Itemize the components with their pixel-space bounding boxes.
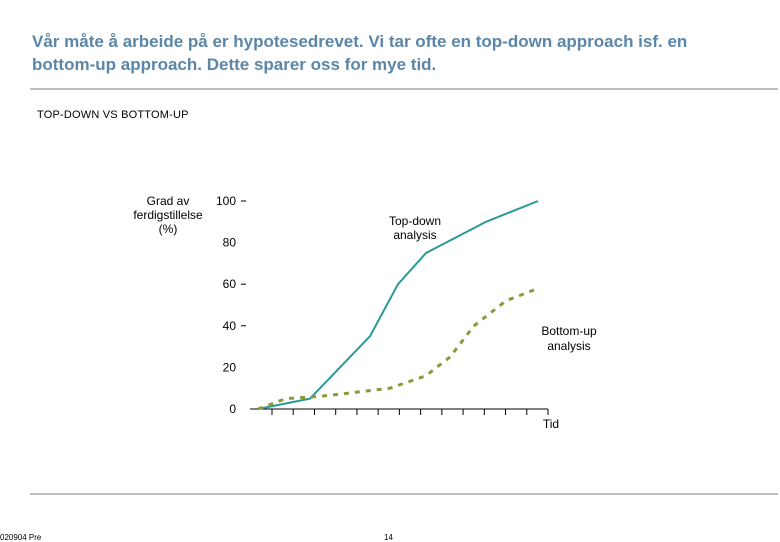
footer-code: 020904 Pre (0, 533, 42, 542)
bottom-divider (30, 493, 778, 495)
y-tick-label: 100 (216, 194, 236, 208)
y-axis-label-line-1: Grad av (147, 194, 190, 208)
headline: Vår måte å arbeide på er hypotesedrevet.… (32, 32, 688, 74)
y-axis-label-line-3: (%) (159, 222, 178, 236)
x-axis-label: Tid (543, 417, 559, 431)
top-down-label-line-1: Top-down (389, 214, 441, 228)
y-tick-label: 60 (223, 277, 237, 291)
y-tick-label: 80 (223, 236, 237, 250)
y-axis-label: Grad av ferdigstillelse (%) (133, 194, 203, 236)
bottom-up-label-line-1: Bottom-up (541, 324, 597, 338)
y-tick-label: 20 (223, 360, 237, 374)
y-tick-label: 0 (229, 402, 236, 416)
bottom-up-series-line (257, 287, 539, 411)
top-divider (30, 88, 778, 90)
page-number: 14 (384, 533, 393, 542)
top-down-label-line-2: analysis (393, 228, 436, 242)
top-down-series-line (257, 200, 539, 410)
y-axis-label-line-2: ferdigstillelse (133, 208, 203, 222)
bottom-up-label-line-2: analysis (547, 339, 590, 353)
y-tick-label: 40 (223, 319, 237, 333)
section-title: TOP-DOWN VS BOTTOM-UP (37, 109, 189, 121)
